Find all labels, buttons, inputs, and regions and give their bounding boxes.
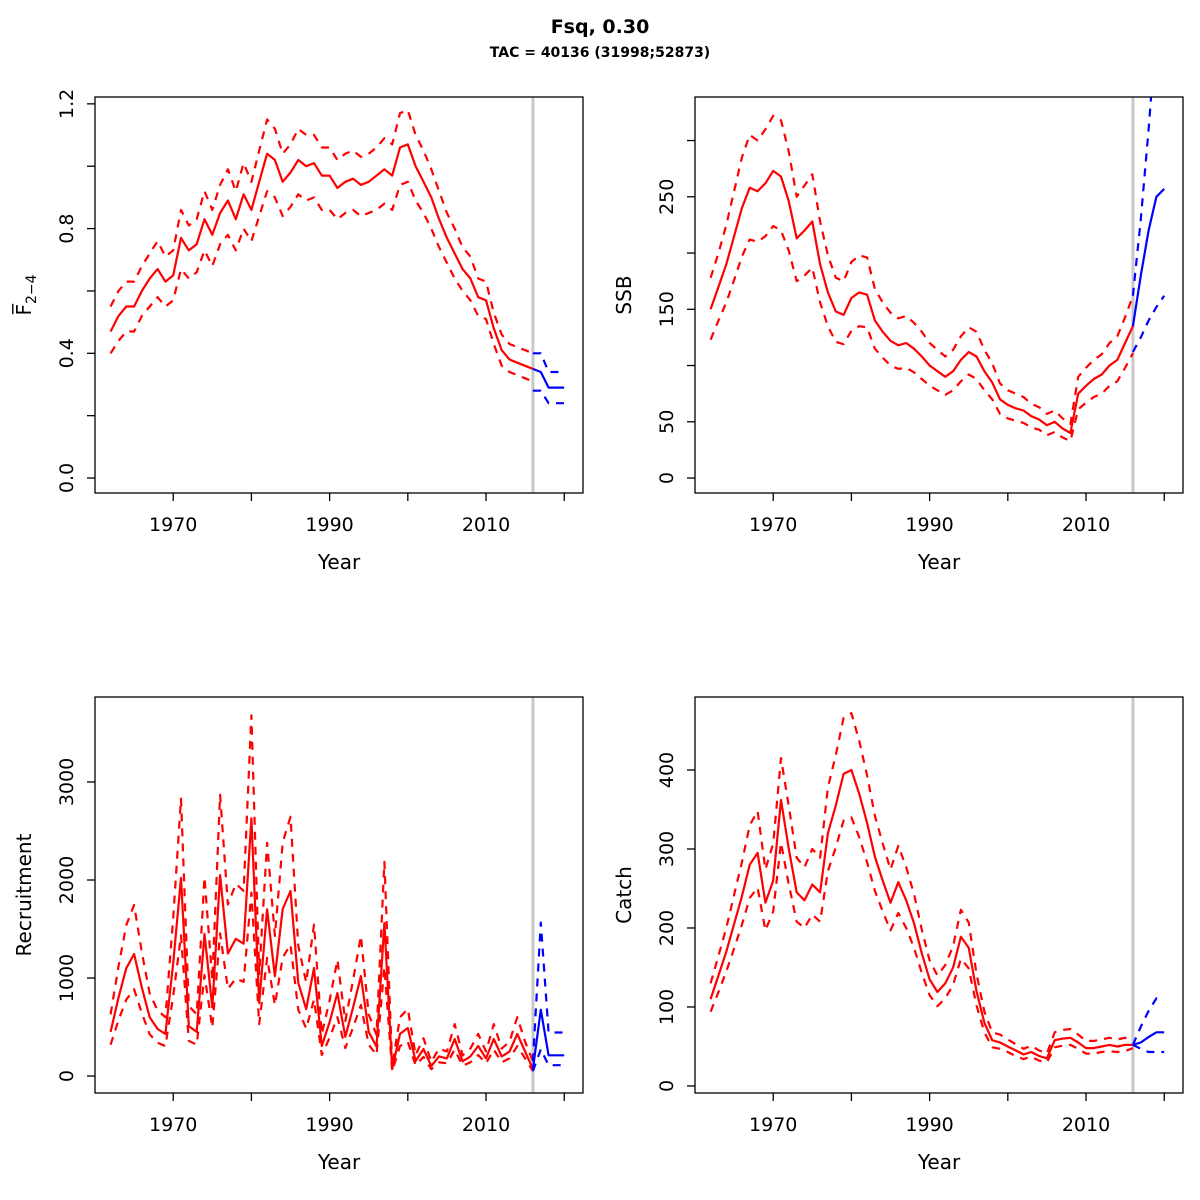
recruitment-x-tick-label: 1970 [149, 1114, 197, 1136]
panel-fbar: 1970 1990 2010 0.0 0.4 0.8 1.2 Year F̅2−4 [11, 89, 584, 574]
ssb-forecast-median-line [1131, 188, 1165, 327]
fbar-x-axis-label: Year [317, 550, 361, 574]
recruitment-forecast-upper-ci-line [531, 921, 565, 1062]
panel-ssb: 1970 1990 2010 0 50 150 250 Year SSB [612, 96, 1184, 574]
catch-y-tick-label: 200 [656, 910, 678, 946]
recruitment-history-lower-ci-line [109, 891, 534, 1073]
ssb-y-tick-label: 150 [656, 291, 678, 327]
catch-x-tick-label: 1970 [749, 1114, 797, 1136]
fbar-forecast-upper-ci-line [532, 352, 565, 374]
fbar-y-tick-label: 1.2 [56, 89, 78, 119]
catch-history-upper-ci-line [709, 711, 1134, 1055]
fbar-history-upper-ci-line [109, 108, 534, 355]
panel-recruitment: 1970 1990 2010 0 1000 2000 3000 Year Recruitment [12, 696, 584, 1174]
catch-x-axis-label: Year [917, 1150, 961, 1174]
fbar-forecast-median-line [532, 367, 565, 389]
fbar-x-tick-label: 2010 [462, 514, 510, 536]
catch-y-tick-label: 400 [656, 752, 678, 788]
ssb-y-tick-label: 50 [656, 410, 678, 434]
figure-title: Fsq, 0.30 [550, 16, 650, 38]
catch-y-tick-label: 100 [656, 989, 678, 1025]
ssb-y-tick-label: 250 [656, 179, 678, 215]
ssb-plot-box [694, 96, 1184, 494]
recruitment-plot-box [94, 696, 584, 1094]
recruitment-x-tick-label: 1990 [305, 1114, 353, 1136]
recruitment-forecast-median-line [531, 1008, 565, 1070]
ssb-x-tick-label: 2010 [1062, 514, 1110, 536]
fbar-plot-box [94, 96, 584, 494]
figure-subtitle: TAC = 40136 (31998;52873) [489, 45, 711, 61]
ssb-y-axis-label: SSB [612, 275, 636, 314]
recruitment-x-tick-label: 2010 [462, 1114, 510, 1136]
catch-y-axis-label: Catch [612, 866, 636, 924]
catch-forecast-lower-ci-line [1132, 1043, 1165, 1054]
recruitment-y-tick-label: 0 [56, 1070, 78, 1082]
ssb-forecast-lower-ci-line [1131, 295, 1166, 353]
ssb-forecast-upper-ci-line [1131, 97, 1153, 296]
fbar-x-tick-label: 1970 [149, 514, 197, 536]
recruitment-forecast-lower-ci-line [531, 1048, 565, 1072]
ssb-x-tick-label: 1990 [905, 514, 953, 536]
recruitment-y-axis-label: Recruitment [12, 833, 36, 956]
ssb-x-axis-label: Year [917, 550, 961, 574]
catch-x-tick-label: 2010 [1062, 1114, 1110, 1136]
fbar-y-axis-label: F̅2−4 [11, 274, 40, 315]
recruitment-y-tick-label: 1000 [56, 954, 78, 1002]
catch-x-tick-label: 1990 [905, 1114, 953, 1136]
fbar-x-tick-label: 1990 [305, 514, 353, 536]
catch-history-lower-ci-line [709, 816, 1134, 1064]
recruitment-history-median-line [109, 817, 534, 1071]
recruitment-history-upper-ci-line [109, 714, 534, 1068]
recruitment-y-tick-label: 3000 [56, 758, 78, 806]
fbar-y-tick-label: 0.0 [56, 463, 78, 493]
catch-forecast-median-line [1132, 1031, 1165, 1046]
fbar-history-lower-ci-line [109, 180, 534, 383]
ssb-y-tick-label: 0 [656, 472, 678, 484]
catch-y-tick-label: 0 [656, 1080, 678, 1092]
fbar-y-tick-label: 0.8 [56, 213, 78, 243]
recruitment-x-axis-label: Year [317, 1150, 361, 1174]
fbar-forecast-lower-ci-line [532, 389, 565, 405]
catch-plot-box [694, 696, 1184, 1094]
fbar-history-median-line [109, 143, 534, 370]
recruitment-y-tick-label: 2000 [56, 856, 78, 904]
ssb-history-lower-ci-line [709, 224, 1134, 442]
ssb-x-tick-label: 1970 [749, 514, 797, 536]
catch-y-tick-label: 300 [656, 831, 678, 867]
panel-catch: 1970 1990 2010 0 100 200 300 400 Year Catch [612, 696, 1184, 1174]
fbar-y-tick-label: 0.4 [56, 338, 78, 368]
ssb-history-upper-ci-line [709, 114, 1134, 426]
catch-forecast-upper-ci-line [1131, 997, 1165, 1046]
ssb-history-median-line [709, 169, 1134, 435]
catch-history-median-line [709, 768, 1133, 1060]
